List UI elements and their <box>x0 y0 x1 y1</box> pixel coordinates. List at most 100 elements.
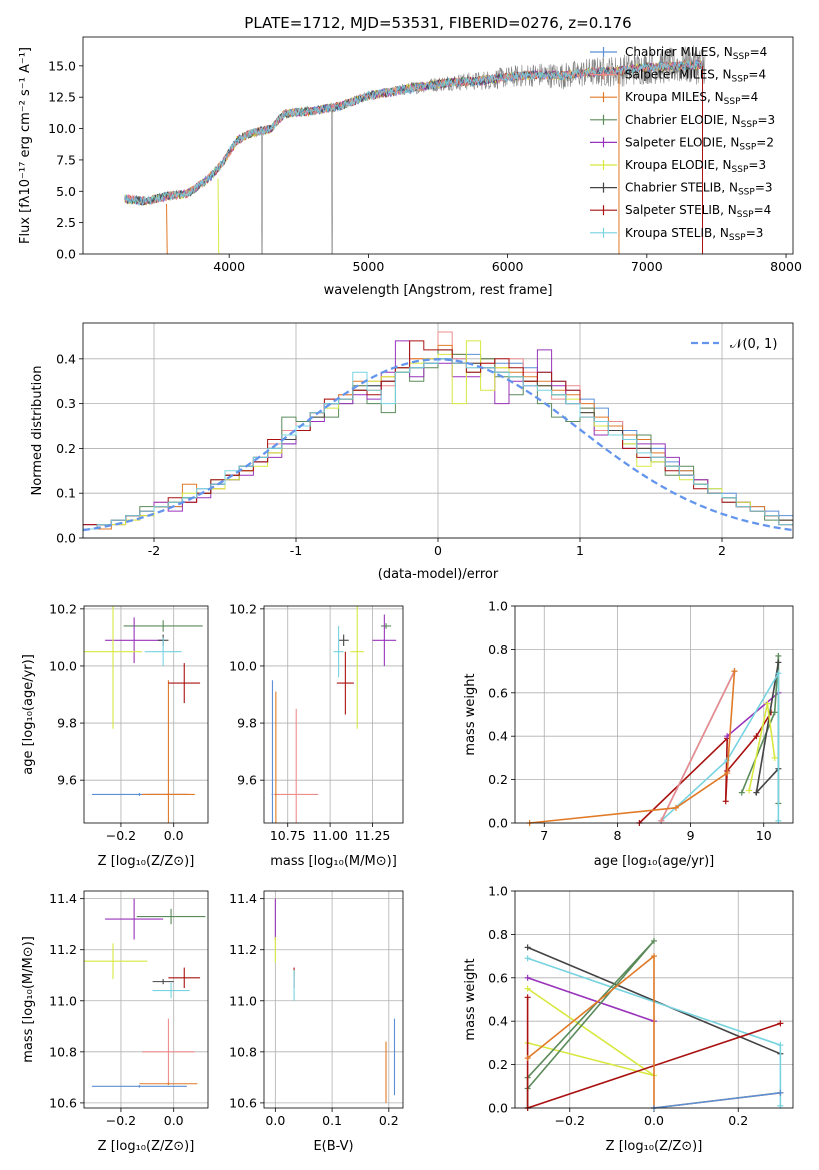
mass-z-ytick-label: 10.8 <box>49 1044 77 1059</box>
mw-z-axes: −0.2 0.0 0.2 0.0 0.2 0.4 0.6 0.8 1.0 <box>488 884 793 1128</box>
spectrum-ytick-label: 0.0 <box>56 247 76 262</box>
mw-age-axes: 7 8 9 10 0.0 0.2 0.4 0.6 0.8 1.0 <box>488 599 793 843</box>
age-mass-ytick-label: 10.2 <box>229 601 257 616</box>
mw-z-xlabel: Z [log₁₀(Z/Z⊙)] <box>606 1139 703 1154</box>
mw-z-xtick-label: −0.2 <box>555 1113 585 1128</box>
spectrum-xtick-label: 7000 <box>631 259 663 274</box>
mw-age-ylabel: mass weight <box>463 673 478 755</box>
residuals-ytick-label: 0.0 <box>56 531 76 546</box>
spectrum-edge-drop <box>166 203 168 254</box>
age-z-axes: −0.2 0.0 9.6 9.8 10.0 10.2 <box>49 601 208 843</box>
mass-ebv-ytick-label: 11.2 <box>229 942 257 957</box>
age-z-plot <box>84 606 203 823</box>
residuals-ytick-label: 0.2 <box>56 441 76 456</box>
mw-age-xtick-label: 7 <box>540 828 548 843</box>
legend-entry-text: Kroupa MILES, NSSP=4 <box>625 90 758 107</box>
mass-ebv-frame <box>263 890 404 1109</box>
spectrum-xtick-label: 4000 <box>213 259 245 274</box>
age-z-ytick-label: 9.8 <box>57 716 77 731</box>
mw-age-line-kroupa_miles <box>529 671 736 824</box>
mw-age-ytick-label: 0.6 <box>488 685 508 700</box>
residuals-ytick-label: 0.3 <box>56 396 76 411</box>
spectrum-ytick-label: 15.0 <box>48 58 76 73</box>
age-z-ytick-label: 10.2 <box>49 601 77 616</box>
mw-age-ytick-label: 0.0 <box>488 816 508 831</box>
mass-ebv-ytick-label: 11.0 <box>229 993 257 1008</box>
age-z-ytick-label: 9.6 <box>57 773 77 788</box>
legend-entry-text: Chabrier ELODIE, NSSP=3 <box>625 113 775 130</box>
legend-entry-text: Kroupa STELIB, NSSP=3 <box>625 226 763 243</box>
mass-z-plot <box>84 898 206 1088</box>
spectrum-model-salpeter_stelib <box>124 60 703 205</box>
mw-z-line-chabrier_miles <box>653 1092 781 1109</box>
mass-ebv-axes: 0.0 0.1 0.2 10.6 10.8 11.0 11.2 11.4 <box>229 891 403 1128</box>
mw-age-plot <box>526 652 782 826</box>
age-z-xtick-label: 0.0 <box>164 828 184 843</box>
residuals-xtick-label: -2 <box>148 543 160 558</box>
mw-z-ytick-label: 0.8 <box>488 927 508 942</box>
residuals-axes: -2 -1 0 1 2 0.0 0.1 0.2 0.3 0.4 <box>56 323 793 558</box>
age-mass-axes: 10.75 11.00 11.25 9.6 9.8 10.0 10.2 <box>229 601 403 843</box>
spectrum-model-kroupa_stelib <box>124 60 703 207</box>
legend-entry-text: Salpeter MILES, NSSP=4 <box>625 68 766 85</box>
mass-z-ylabel: mass [log₁₀(M/M⊙)] <box>21 936 36 1063</box>
spectrum-model-salpeter_miles <box>124 60 703 205</box>
mw-age-xtick-label: 10 <box>756 828 772 843</box>
spectrum-ytick-label: 7.5 <box>56 152 76 167</box>
mw-z-ytick-label: 1.0 <box>488 884 508 899</box>
residuals-legend-label: 𝒩(0, 1) <box>730 337 777 352</box>
mw-age-line-chabrier_stelib <box>755 662 780 796</box>
mw-z-line-chabrier_elodie <box>526 940 655 1108</box>
residuals-normal-curve <box>83 358 793 532</box>
legend-entry-text: Salpeter STELIB, NSSP=4 <box>625 203 771 220</box>
spectrum-xlabel: wavelength [Angstrom, rest frame] <box>324 283 553 298</box>
residuals-frame <box>82 322 794 539</box>
mw-z-frame <box>514 890 794 1109</box>
mw-z-plot <box>524 937 784 1111</box>
spectrum-axes: 4000 5000 6000 7000 8000 0.0 2.5 5.0 7.5 10.0 12.5… <box>48 58 802 274</box>
spectrum-xtick-label: 6000 <box>492 259 524 274</box>
mw-age-xtick-label: 8 <box>613 828 621 843</box>
mw-z-xtick-label: 0.2 <box>728 1113 748 1128</box>
age-z-ylabel: age [log₁₀(age/yr)] <box>21 654 36 775</box>
age-mass-xtick-label: 10.75 <box>270 828 306 843</box>
mw-z-ytick-label: 0.2 <box>488 1057 508 1072</box>
mass-z-xtick-label: 0.0 <box>164 1113 184 1128</box>
legend-entry-text: Chabrier MILES, NSSP=4 <box>625 45 767 62</box>
age-mass-xtick-label: 11.25 <box>355 828 391 843</box>
mw-z-ytick-label: 0.6 <box>488 970 508 985</box>
spectrum-xtick-label: 8000 <box>770 259 802 274</box>
mw-z-ylabel: mass weight <box>463 958 478 1040</box>
spectrum-frame <box>82 36 794 255</box>
residuals-xtick-label: 2 <box>718 543 726 558</box>
mass-z-ytick-label: 11.2 <box>49 942 77 957</box>
residuals-xtick-label: 1 <box>576 543 584 558</box>
age-z-frame <box>83 605 209 824</box>
mw-z-ytick-label: 0.0 <box>488 1101 508 1116</box>
mass-z-frame <box>83 890 209 1109</box>
residuals-plot <box>83 331 793 538</box>
mw-age-ytick-label: 0.4 <box>488 729 508 744</box>
mass-z-xtick-label: −0.2 <box>106 1113 136 1128</box>
age-z-xlabel: Z [log₁₀(Z/Z⊙)] <box>98 854 195 869</box>
mw-age-xlabel: age [log₁₀(age/yr)] <box>594 854 715 869</box>
mass-z-ytick-label: 11.0 <box>49 993 77 1008</box>
spectrum-ytick-label: 12.5 <box>48 90 76 105</box>
mass-z-xlabel: Z [log₁₀(Z/Z⊙)] <box>98 1139 195 1154</box>
mw-age-line-salpeter_elodie <box>726 692 779 737</box>
mw-age-ytick-label: 0.8 <box>488 642 508 657</box>
spectrum-xtick-label: 5000 <box>352 259 384 274</box>
spectrum-ytick-label: 10.0 <box>48 121 76 136</box>
mw-age-line-kroupa_stelib <box>660 670 780 822</box>
mass-ebv-xtick-label: 0.2 <box>379 1113 399 1128</box>
mass-ebv-xtick-label: 0.0 <box>265 1113 285 1128</box>
mass-ebv-xtick-label: 0.1 <box>322 1113 342 1128</box>
age-mass-plot <box>271 606 397 823</box>
mass-ebv-ytick-label: 10.8 <box>229 1044 257 1059</box>
residuals-ylabel: Normed distribution <box>30 366 45 496</box>
residuals-xlabel: (data-model)/error <box>378 567 499 582</box>
age-mass-ytick-label: 9.6 <box>237 773 257 788</box>
residuals-histogram-kroupa_stelib <box>83 358 793 538</box>
mw-z-ytick-label: 0.4 <box>488 1014 508 1029</box>
